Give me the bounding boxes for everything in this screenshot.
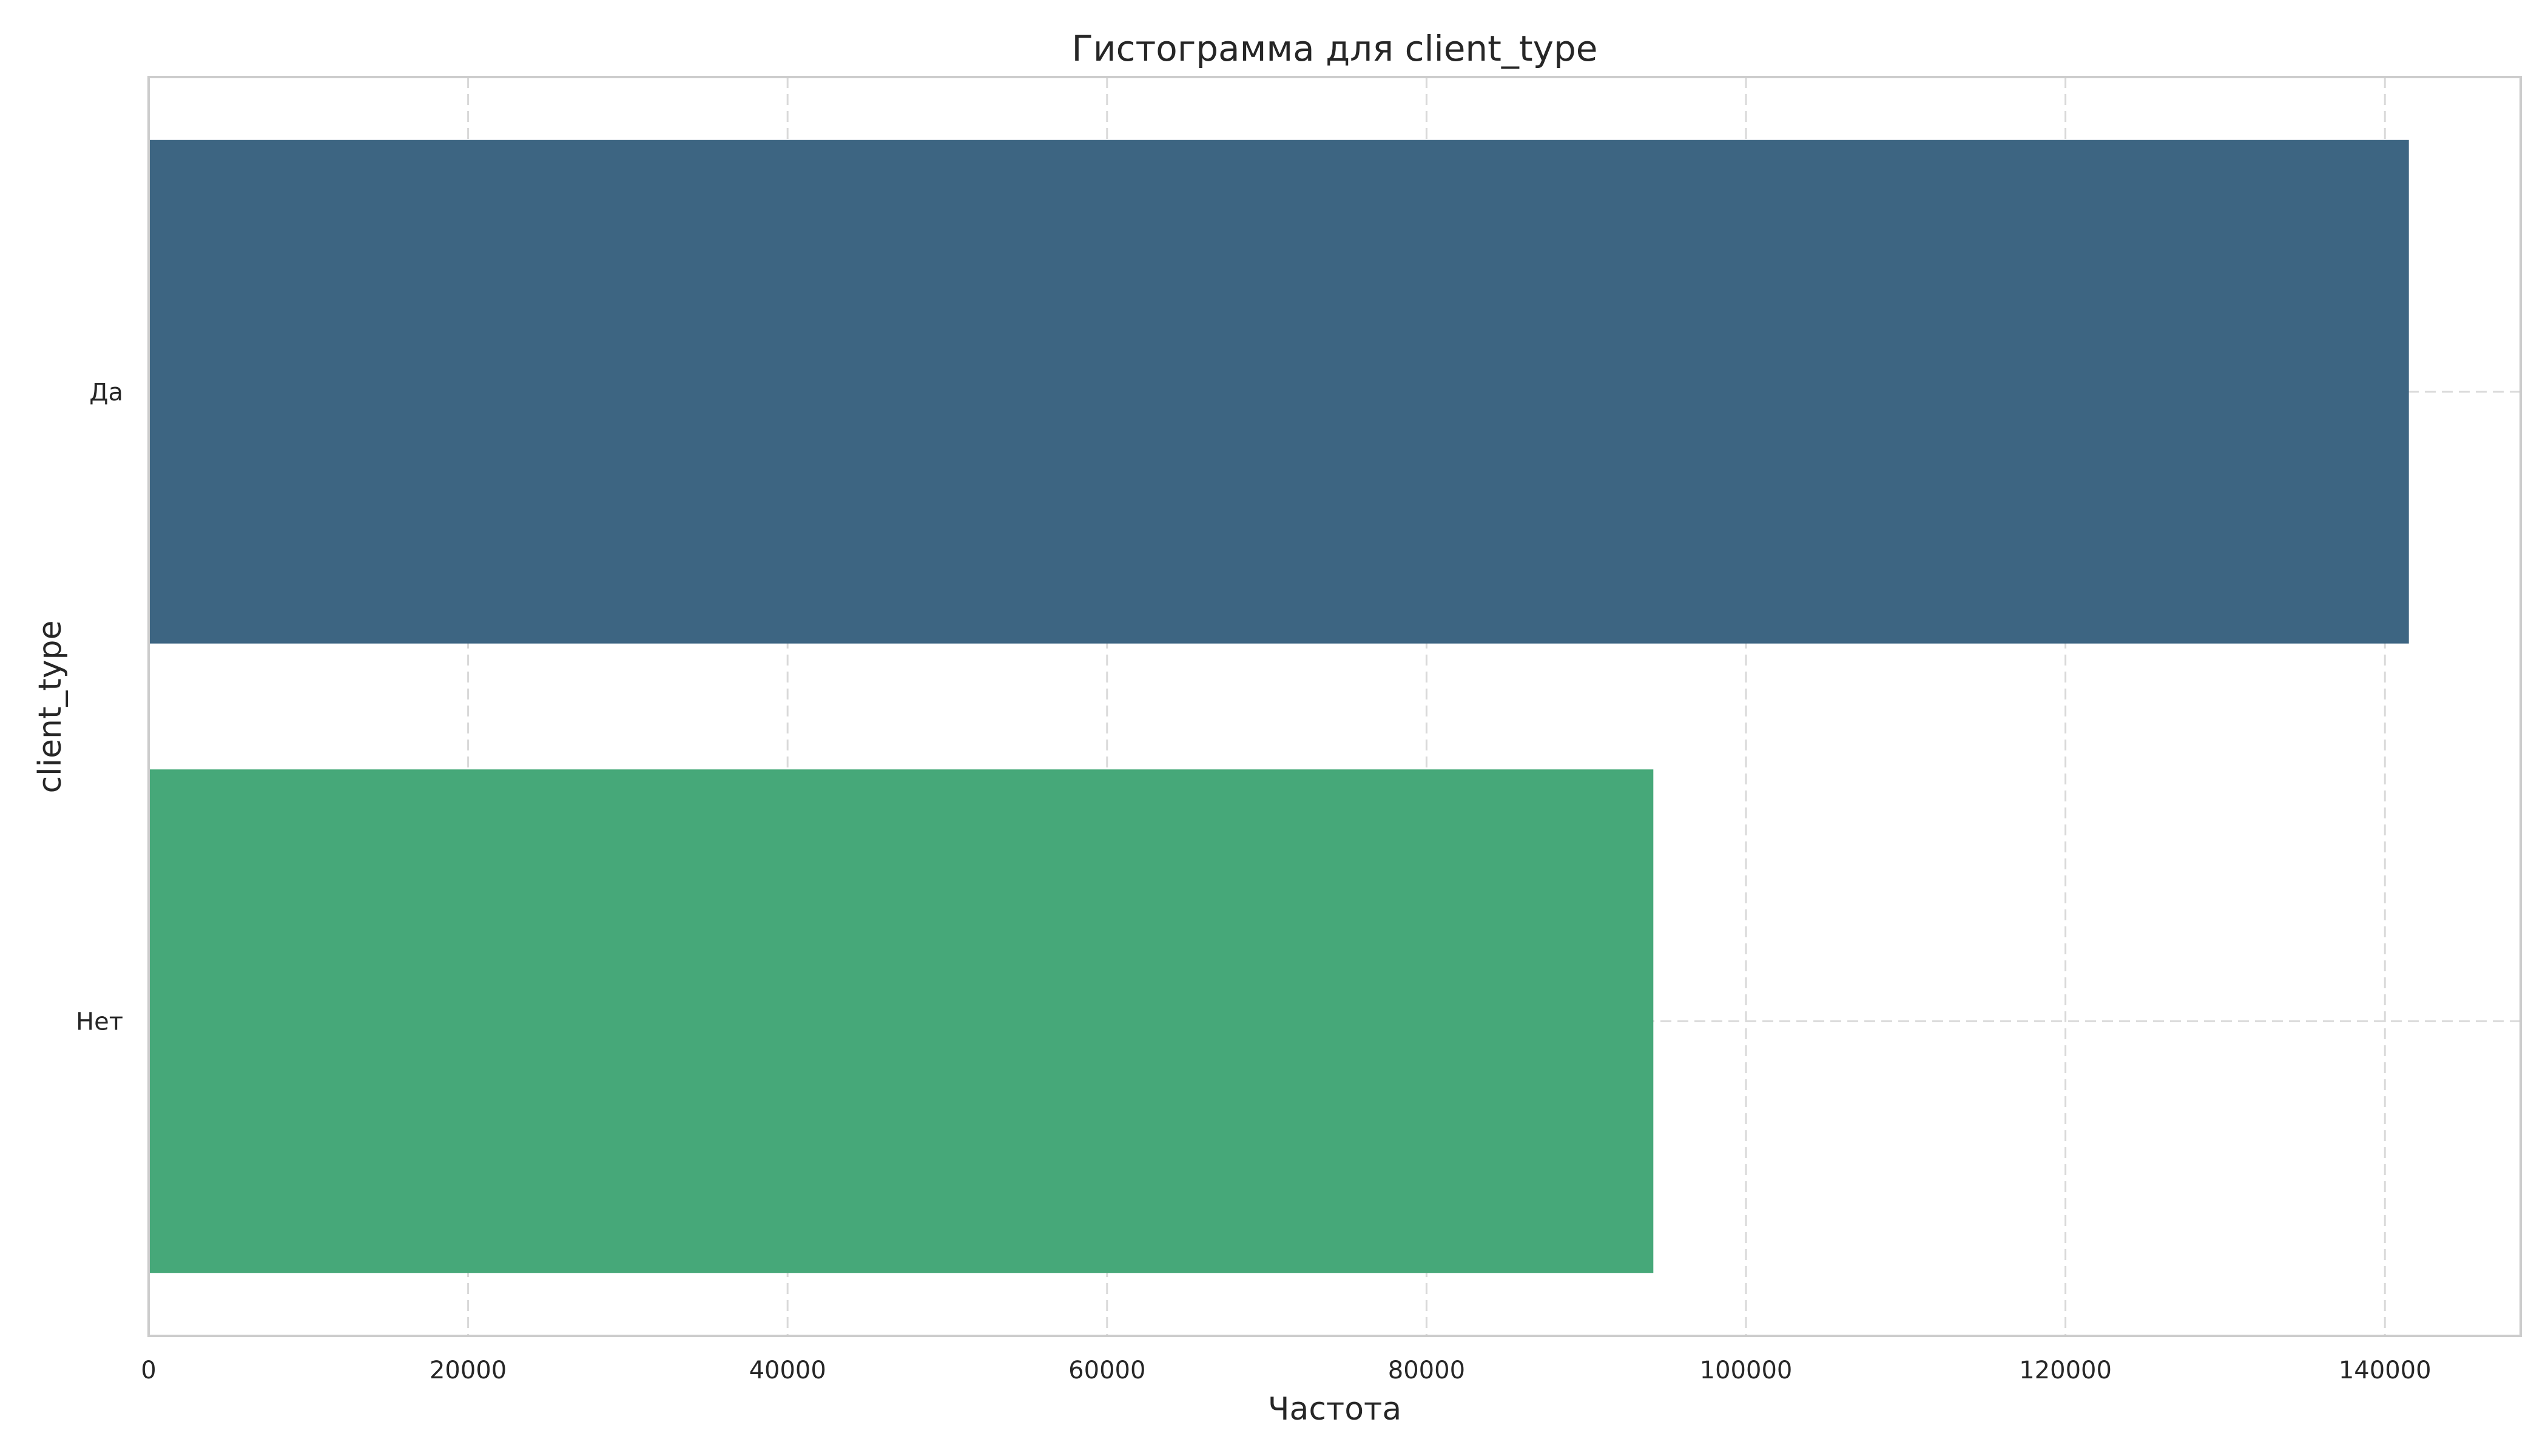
x-axis-label: Частота [1268, 1391, 1401, 1427]
x-tick-label: 100000 [1700, 1357, 1793, 1384]
x-tick-label: 0 [141, 1357, 156, 1384]
x-tick-label: 60000 [1068, 1357, 1145, 1384]
y-axis-label: client_type [32, 621, 69, 794]
bar-0 [149, 140, 2409, 644]
x-tick-label: 140000 [2339, 1357, 2432, 1384]
y-tick-label: Да [89, 379, 123, 406]
y-tick-labels: Да Нет [76, 379, 123, 1036]
bars [149, 140, 2409, 1273]
x-tick-label: 40000 [749, 1357, 826, 1384]
x-tick-label: 80000 [1388, 1357, 1465, 1384]
y-tick-label: Нет [76, 1008, 123, 1036]
plot-frame [147, 76, 2522, 1337]
x-tick-label: 120000 [2019, 1357, 2112, 1384]
x-tick-labels: 0 20000 40000 60000 80000 100000 120000 140000 [141, 1357, 2431, 1384]
x-tick-label: 20000 [430, 1357, 507, 1384]
chart-title: Гистограмма для client_type [1072, 28, 1598, 69]
bar-1 [149, 769, 1654, 1273]
